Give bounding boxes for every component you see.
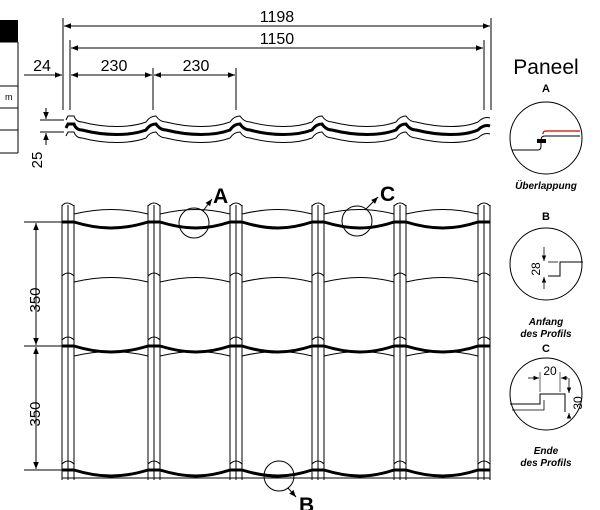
detail-a-caption: Überlappung xyxy=(515,179,577,192)
detail-c-caption-line2: des Profils xyxy=(520,458,572,469)
callout-circle-a xyxy=(178,207,210,239)
dim-step-length-2: 350 xyxy=(27,401,44,426)
dim-effective-width: 1150 xyxy=(260,31,295,48)
side-profile xyxy=(40,108,491,145)
callout-label-b: B xyxy=(299,494,314,510)
callout-circle-b xyxy=(263,460,295,492)
table-fragment: m xyxy=(0,20,19,154)
dim-profile-height: 25 xyxy=(29,152,46,169)
detail-a: A Überlappung xyxy=(509,83,583,192)
detail-c: C 20 30 Ende des Profils xyxy=(509,343,585,469)
dim-total-width: 1198 xyxy=(260,9,295,26)
callout-label-a: A xyxy=(213,185,228,208)
tile-sheet-front-view xyxy=(61,202,491,480)
dim-wave-pitch-2: 230 xyxy=(183,58,210,75)
detail-c-caption-line1: Ende xyxy=(534,446,559,457)
detail-a-letter: A xyxy=(542,83,550,95)
table-unit: m xyxy=(5,92,13,102)
detail-b-value: 28 xyxy=(529,262,543,276)
callout-circle-c xyxy=(341,205,373,237)
detail-b-letter: B xyxy=(542,211,550,223)
dim-wave-pitch-1: 230 xyxy=(101,58,128,75)
detail-b: B 28 Anfang des Profils xyxy=(509,211,583,340)
panel-title: Paneel xyxy=(513,56,578,79)
detail-c-height-value: 30 xyxy=(571,396,585,410)
callout-markers xyxy=(178,196,379,498)
top-dimensions xyxy=(24,18,492,110)
dim-step-length-1: 350 xyxy=(27,287,44,312)
dim-edge-offset: 24 xyxy=(33,58,51,75)
detail-c-width-value: 20 xyxy=(543,364,557,378)
detail-b-caption-line2: des Profils xyxy=(520,329,572,340)
vertical-dimensions xyxy=(24,221,62,471)
detail-c-letter: C xyxy=(542,343,550,355)
callout-label-c: C xyxy=(380,183,395,206)
detail-b-caption-line1: Anfang xyxy=(528,317,563,328)
